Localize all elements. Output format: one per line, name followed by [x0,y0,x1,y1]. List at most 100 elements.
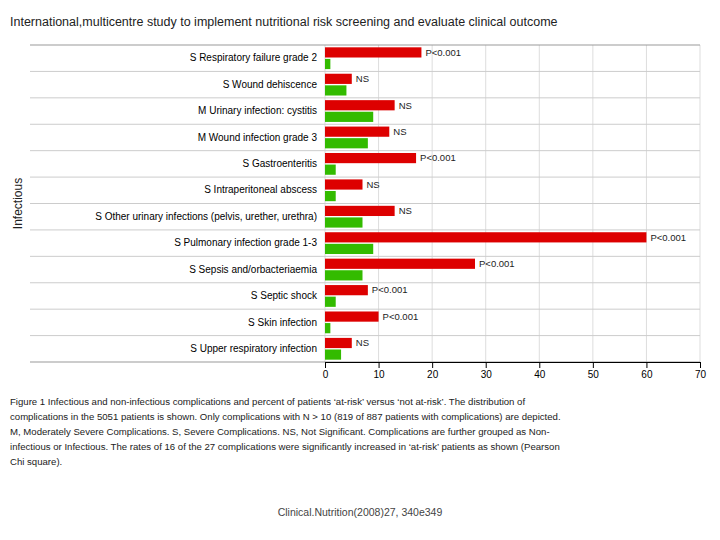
bar [325,259,475,269]
bar [325,165,336,175]
bar [325,285,368,295]
annotation: NS [393,126,406,137]
tick-mark [325,362,326,368]
tick: 50 [588,362,600,380]
bar [325,85,346,95]
category-label: S Respiratory failure grade 2 [190,52,318,63]
tick-mark [700,362,701,368]
row-separator [30,177,700,178]
caption-line: Figure 1 Infectious and non-infectious c… [10,396,525,407]
series [325,59,373,360]
tick-mark [486,362,487,368]
row-separator [30,97,700,98]
annotation: P<0.001 [650,232,686,243]
tick-label: 10 [374,369,386,380]
annotation: NS [356,337,369,348]
bar [325,244,373,254]
tick-mark [593,362,594,368]
caption-line: complications in the 5051 patients is sh… [10,411,561,422]
tick: S Upper respiratory infection [190,343,317,354]
category-label: S Wound dehiscence [223,79,318,90]
row-separator [30,45,700,46]
tick: S Pulmonary infection grade 1-3 [174,237,317,248]
tick: 10 [374,362,386,380]
bar [325,217,363,227]
tick-label: 20 [427,369,439,380]
row-separator [30,124,700,125]
title: International,multicentre study to imple… [10,15,558,29]
tick: S Wound dehiscence [223,79,318,90]
caption-line: M, Moderately Severe Complications. S, S… [10,426,550,437]
caption: Figure 1 Infectious and non-infectious c… [10,396,561,467]
tick-label: 70 [695,369,707,380]
row-separator [30,282,700,283]
bar [325,127,389,137]
tick-mark [646,362,647,368]
bars [325,47,646,359]
tick-label: 30 [481,369,493,380]
bar [325,74,352,84]
bar [325,138,368,148]
category-label: S Sepsis and/orbacteriaemia [189,264,317,275]
row-separator [30,335,700,336]
annotation: NS [356,73,369,84]
tick: S Septic shock [251,290,318,301]
chart: International,multicentre study to imple… [0,0,720,540]
bar [325,153,416,163]
tick: 30 [481,362,493,380]
category-label: M Wound infection grade 3 [198,132,318,143]
annotation: P<0.001 [479,258,515,269]
bar [325,191,336,201]
annotation: NS [399,205,412,216]
bar [325,100,395,110]
bar [325,311,379,321]
bar [325,349,341,359]
tick: 60 [641,362,653,380]
tick: M Urinary infection: cystitis [198,105,317,116]
annotations: P<0.001 NS NS NS P<0.001 NS NS P<0.001 P<0.001 P<… [356,47,686,349]
tick-mark [379,362,380,368]
annotation: P<0.001 [425,47,461,58]
row-separator [30,71,700,72]
bar [325,297,336,307]
category-label: M Urinary infection: cystitis [198,105,317,116]
tick: S Other urinary infections (pelvis, uret… [95,211,317,222]
tick: S Intraperitoneal abscess [204,184,317,195]
y-axis: S Respiratory failure grade 2 S Wound deh… [95,52,318,354]
row-separator [30,150,700,151]
category-label: S Skin infection [248,317,317,328]
bar [325,323,330,333]
y-label: Infectious [11,178,25,229]
tick-label: 50 [588,369,600,380]
annotation: P<0.001 [372,284,408,295]
footer: Clinical.Nutrition(2008)27, 340e349 [278,506,443,518]
tick: S Sepsis and/orbacteriaemia [189,264,317,275]
tick: S Respiratory failure grade 2 [190,52,318,63]
bar [325,338,352,348]
tick: S Skin infection [248,317,317,328]
bar [325,47,421,57]
tick: 20 [427,362,439,380]
annotation: P<0.001 [383,311,419,322]
bar [325,179,363,189]
category-label: S Gastroenteritis [243,158,317,169]
category-label: S Septic shock [251,290,318,301]
bar [325,232,646,242]
category-label: S Pulmonary infection grade 1-3 [174,237,317,248]
bar [325,59,330,69]
row-separator [30,256,700,257]
category-label: S Intraperitoneal abscess [204,184,317,195]
row-separators [30,45,700,362]
annotation: NS [367,179,380,190]
row-separator [30,229,700,230]
tick: 40 [534,362,546,380]
tick: 0 [323,362,329,380]
tick-label: 0 [323,369,329,380]
series [325,47,646,348]
category-label: S Other urinary infections (pelvis, uret… [95,211,317,222]
bar [325,206,395,216]
tick: S Gastroenteritis [243,158,317,169]
row-separator [30,203,700,204]
tick-mark [432,362,433,368]
tick: M Wound infection grade 3 [198,132,318,143]
